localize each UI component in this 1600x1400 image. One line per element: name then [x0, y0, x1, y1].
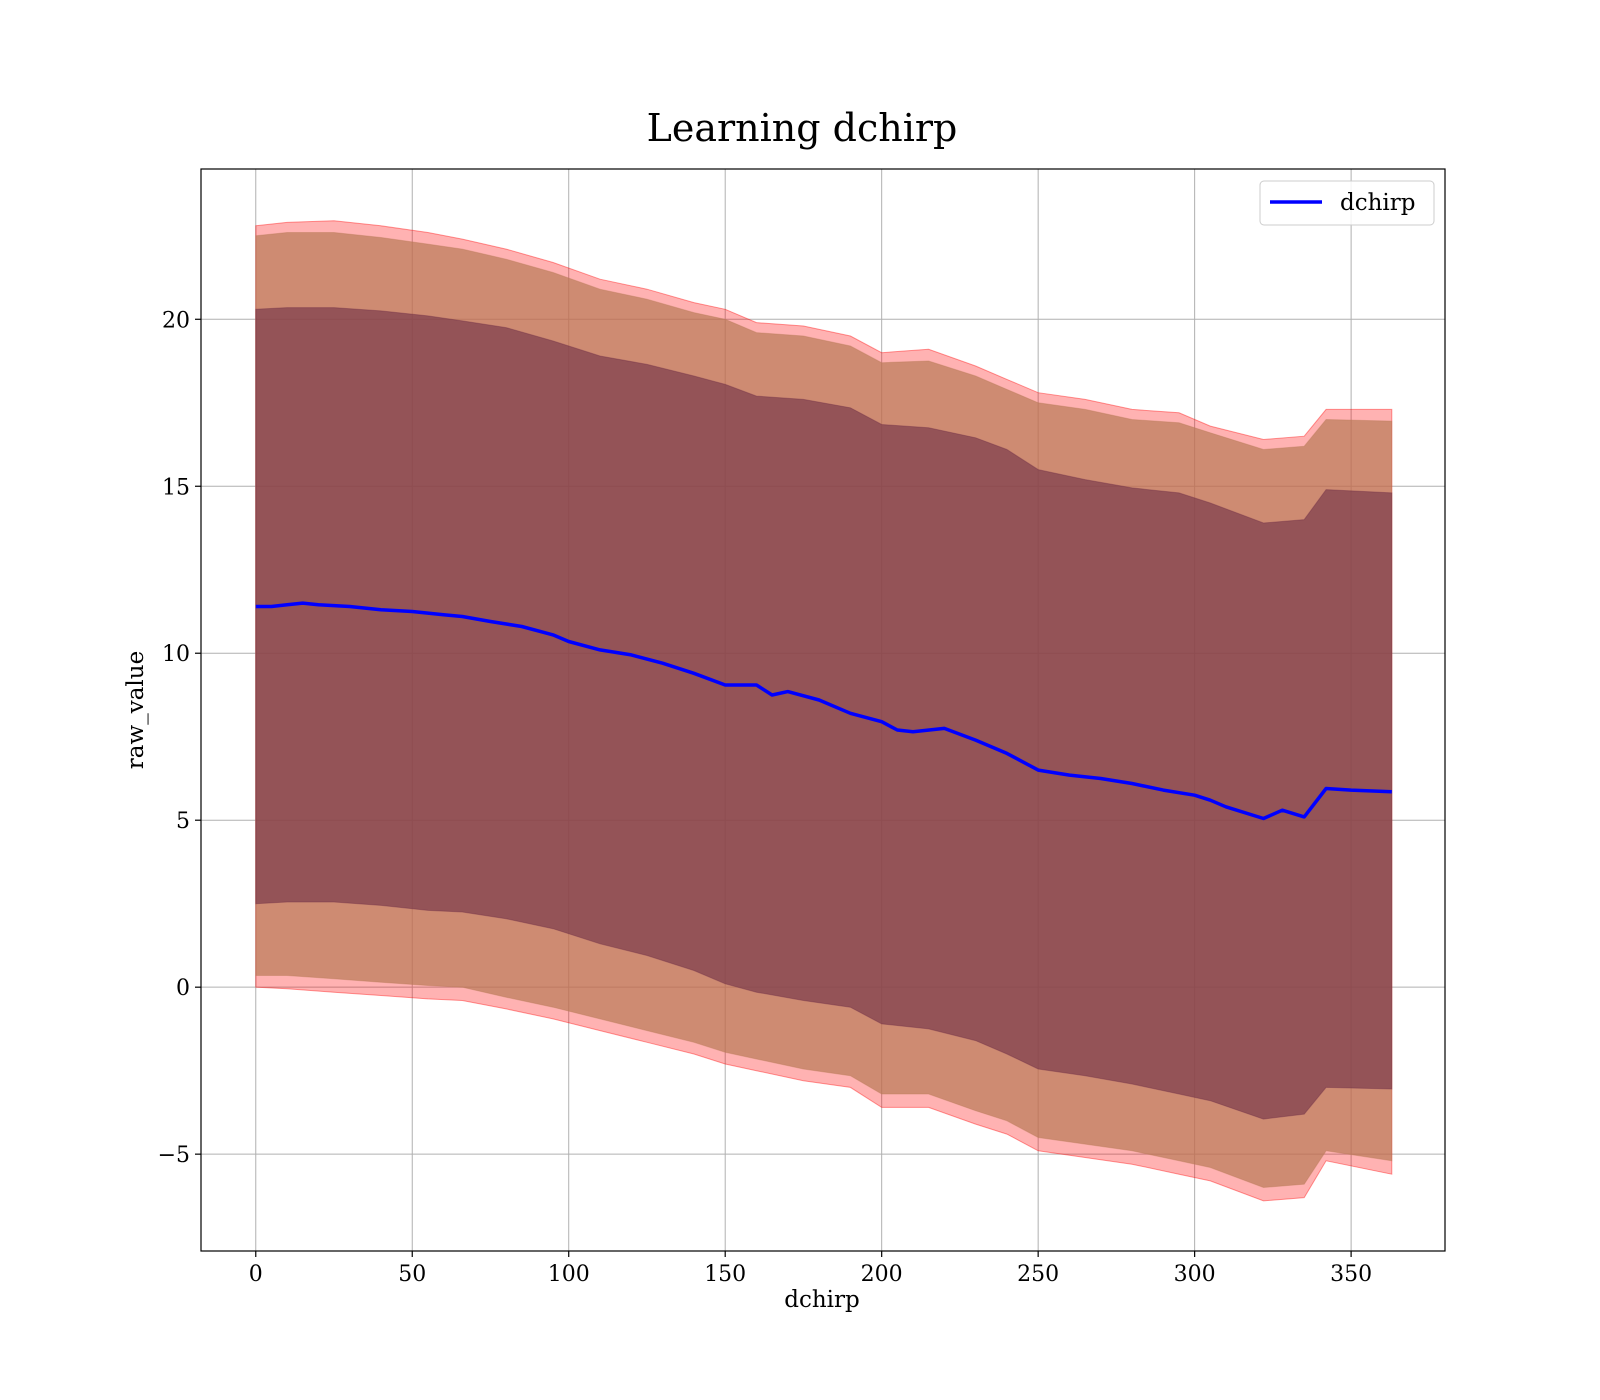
x-tick-label: 50 [398, 1262, 426, 1287]
x-axis-label: dchirp [784, 1287, 860, 1313]
y-tick-label: 15 [162, 475, 190, 500]
y-tick-label: 20 [162, 308, 190, 333]
legend-label: dchirp [1340, 190, 1416, 216]
chart-title: Learning dchirp [647, 106, 958, 150]
x-tick-label: 350 [1330, 1262, 1372, 1287]
y-tick-label: 0 [176, 976, 190, 1001]
confidence-bands [255, 220, 1393, 1202]
y-tick-label: 10 [162, 642, 190, 667]
x-tick-label: 150 [704, 1262, 746, 1287]
x-tick-label: 250 [1017, 1262, 1059, 1287]
x-tick-label: 0 [249, 1262, 263, 1287]
confidence-band [255, 307, 1393, 1120]
series-lines [255, 601, 1392, 821]
x-tick-label: 100 [548, 1262, 590, 1287]
y-tick-label: −5 [158, 1143, 190, 1168]
legend: dchirp [1259, 180, 1435, 226]
legend-box [1259, 180, 1435, 226]
series-line-dchirp [255, 601, 1392, 821]
plot-frame [200, 168, 1446, 1252]
x-tick-label: 300 [1174, 1262, 1216, 1287]
x-tick-label: 200 [861, 1262, 903, 1287]
y-tick-label: 5 [176, 809, 190, 834]
y-axis-label: raw_value [123, 651, 149, 769]
axis-ticks: 0 50 100 150 200 250 300 350 −5 0 5 10 15 20 [158, 308, 1373, 1287]
